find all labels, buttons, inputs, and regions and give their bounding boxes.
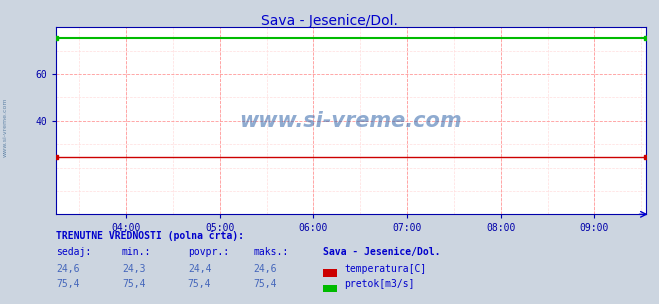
Text: 24,6: 24,6 xyxy=(56,264,80,274)
Text: 75,4: 75,4 xyxy=(122,279,146,289)
Text: pretok[m3/s]: pretok[m3/s] xyxy=(344,279,415,289)
Text: sedaj:: sedaj: xyxy=(56,247,91,257)
Text: 75,4: 75,4 xyxy=(188,279,212,289)
Text: povpr.:: povpr.: xyxy=(188,247,229,257)
Text: Sava - Jesenice/Dol.: Sava - Jesenice/Dol. xyxy=(323,247,440,257)
Text: Sava - Jesenice/Dol.: Sava - Jesenice/Dol. xyxy=(261,14,398,28)
Text: 75,4: 75,4 xyxy=(56,279,80,289)
Text: www.si-vreme.com: www.si-vreme.com xyxy=(3,98,8,157)
Text: maks.:: maks.: xyxy=(254,247,289,257)
Text: 24,3: 24,3 xyxy=(122,264,146,274)
Text: www.si-vreme.com: www.si-vreme.com xyxy=(240,111,462,131)
Text: min.:: min.: xyxy=(122,247,152,257)
Text: 24,6: 24,6 xyxy=(254,264,277,274)
Text: 75,4: 75,4 xyxy=(254,279,277,289)
Text: TRENUTNE VREDNOSTI (polna črta):: TRENUTNE VREDNOSTI (polna črta): xyxy=(56,230,244,241)
Text: 24,4: 24,4 xyxy=(188,264,212,274)
Text: temperatura[C]: temperatura[C] xyxy=(344,264,426,274)
